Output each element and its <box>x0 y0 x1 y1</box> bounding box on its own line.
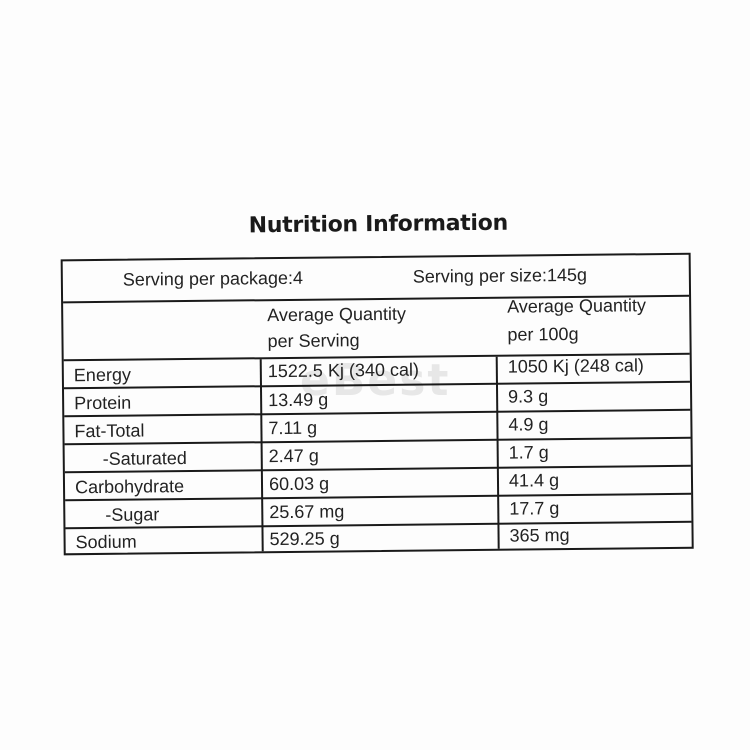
header-per-100g-line2: per 100g <box>507 323 579 345</box>
value-per-100g: 365 mg <box>509 525 570 546</box>
value-per-100g: 41.4 g <box>508 470 560 491</box>
nutrient-name: Protein <box>74 392 132 414</box>
header-per-serving-line2: per Serving <box>267 330 360 352</box>
serving-per-package: Serving per package:4 <box>122 267 304 290</box>
value-per-serving: 25.67 mg <box>269 501 345 523</box>
value-per-100g: 1.7 g <box>508 442 549 463</box>
column-header-row: Average Quantity per Serving Average Qua… <box>63 295 690 362</box>
value-per-serving: 1522.5 Kj (340 cal) <box>267 359 420 382</box>
nutrient-name: -Sugar <box>105 504 160 525</box>
table-row: Sodium 529.25 g 365 mg <box>65 523 691 556</box>
value-per-serving: 2.47 g <box>268 445 319 467</box>
header-per-100g-line1: Average Quantity <box>507 295 647 317</box>
value-per-100g: 17.7 g <box>509 498 560 519</box>
value-per-serving: 529.25 g <box>269 528 340 550</box>
nutrient-name: -Saturated <box>102 448 187 469</box>
watermark: eBest <box>300 355 451 406</box>
serving-per-size: Serving per size:145g <box>412 264 588 287</box>
nutrient-name: Energy <box>73 364 132 386</box>
value-per-serving: 7.11 g <box>268 417 318 439</box>
nutrient-name: Fat-Total <box>74 420 145 442</box>
nutrition-label: Nutrition Information Serving per packag… <box>60 209 700 566</box>
value-per-100g: 9.3 g <box>508 386 549 407</box>
nutrient-name: Carbohydrate <box>74 476 185 498</box>
value-per-100g: 4.9 g <box>508 414 549 435</box>
value-per-100g: 1050 Kj (248 cal) <box>507 355 644 377</box>
nutrition-table: Serving per package:4 Serving per size:1… <box>60 252 694 556</box>
label-title: Nutrition Information <box>248 210 509 239</box>
value-per-serving: 13.49 g <box>268 389 329 411</box>
value-per-serving: 60.03 g <box>268 473 330 495</box>
header-per-serving-line1: Average Quantity <box>267 303 407 326</box>
nutrient-name: Sodium <box>75 531 137 553</box>
